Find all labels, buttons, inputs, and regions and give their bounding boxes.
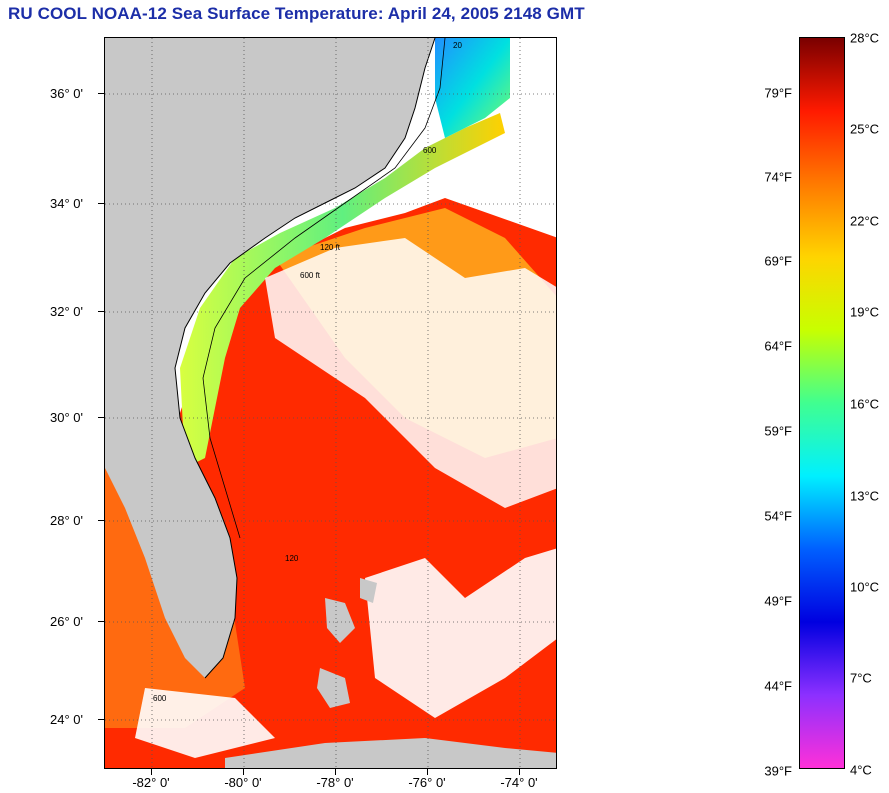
- cuba-land: [225, 738, 556, 768]
- lat-tick: [98, 93, 104, 94]
- celsius-label: 19°C: [850, 304, 880, 320]
- lat-tick: [98, 520, 104, 521]
- bahamas-island: [360, 578, 377, 603]
- celsius-label: 16°C: [850, 396, 880, 412]
- fahrenheit-label: 49°F: [764, 593, 792, 609]
- lat-label: 34° 0': [50, 196, 83, 211]
- contour-label: 600 ft: [300, 271, 321, 280]
- contour-label: 600: [423, 146, 437, 155]
- celsius-label: 25°C: [850, 121, 880, 137]
- cloud-cover-florida-keys: [135, 688, 275, 758]
- lon-tick: [335, 769, 336, 775]
- celsius-label: 13°C: [850, 488, 880, 504]
- us-east-coast-land: [105, 38, 435, 678]
- lon-tick: [519, 769, 520, 775]
- cloud-cover-north: [265, 238, 556, 508]
- sst-map[interactable]: 20 120 600 120 ft 600 ft 600: [104, 37, 557, 769]
- coastal-shelf-water: [180, 113, 505, 468]
- lat-label: 32° 0': [50, 304, 83, 319]
- fahrenheit-label: 69°F: [764, 253, 792, 269]
- contour-label: 120 ft: [320, 243, 341, 252]
- lat-tick: [98, 621, 104, 622]
- bahamas-island: [325, 598, 355, 643]
- lat-label: 28° 0': [50, 513, 83, 528]
- lon-label: -76° 0': [408, 775, 446, 790]
- lat-tick: [98, 417, 104, 418]
- lon-tick: [427, 769, 428, 775]
- fahrenheit-label: 59°F: [764, 423, 792, 439]
- fahrenheit-label: 74°F: [764, 169, 792, 185]
- lat-tick: [98, 203, 104, 204]
- lat-label: 30° 0': [50, 410, 83, 425]
- northern-cold-water: [435, 38, 510, 138]
- lat-tick: [98, 719, 104, 720]
- celsius-label: 7°C: [850, 670, 872, 686]
- bahamas-island: [317, 668, 350, 708]
- isobath-contour: [202, 38, 446, 539]
- lat-label: 36° 0': [50, 86, 83, 101]
- lon-label: -74° 0': [500, 775, 538, 790]
- contour-label: 120: [285, 554, 299, 563]
- lon-tick: [151, 769, 152, 775]
- celsius-label: 28°C: [850, 30, 880, 46]
- lon-label: -78° 0': [316, 775, 354, 790]
- lat-label: 24° 0': [50, 712, 83, 727]
- contour-label: 20: [453, 41, 462, 50]
- fahrenheit-label: 79°F: [764, 85, 792, 101]
- map-title: RU COOL NOAA-12 Sea Surface Temperature:…: [8, 4, 585, 23]
- fahrenheit-label: 64°F: [764, 338, 792, 354]
- coastline: [174, 38, 436, 679]
- fahrenheit-label: 44°F: [764, 678, 792, 694]
- contour-label: 600: [153, 694, 167, 703]
- fahrenheit-label: 39°F: [764, 763, 792, 779]
- lon-label: -82° 0': [132, 775, 170, 790]
- celsius-label: 10°C: [850, 579, 880, 595]
- lat-label: 26° 0': [50, 614, 83, 629]
- lat-tick: [98, 311, 104, 312]
- fahrenheit-label: 54°F: [764, 508, 792, 524]
- lon-tick: [243, 769, 244, 775]
- celsius-label: 22°C: [850, 213, 880, 229]
- lon-label: -80° 0': [224, 775, 262, 790]
- celsius-label: 4°C: [850, 762, 872, 778]
- sst-map-svg: 20 120 600 120 ft 600 ft 600: [105, 38, 556, 768]
- cloud-cover-south: [365, 548, 556, 718]
- temperature-colorbar: [799, 37, 845, 769]
